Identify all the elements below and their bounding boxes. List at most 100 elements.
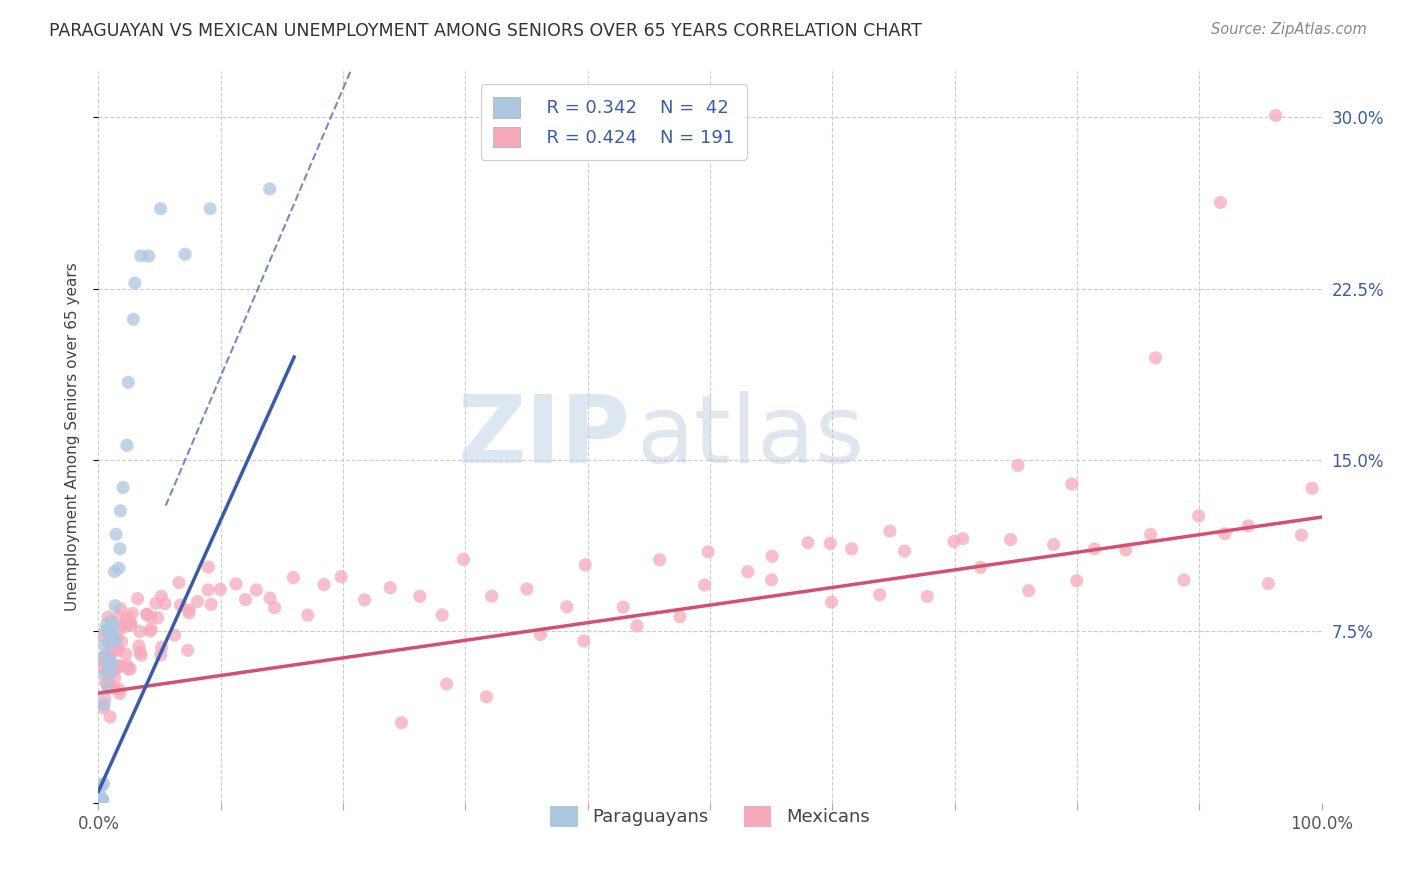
Point (150, 640, 173, 654)
Point (94, 692, 117, 706)
Point (94, 648, 117, 662)
Point (117, 658, 139, 673)
Point (129, 249, 152, 263)
Point (97, 663, 120, 677)
Point (114, 620, 136, 634)
Point (97, 633, 120, 648)
Point (436, 677, 458, 691)
Point (105, 641, 128, 656)
Point (353, 592, 375, 607)
Point (330, 570, 353, 584)
Point (103, 631, 125, 645)
Point (197, 560, 219, 574)
Point (117, 662, 139, 676)
Point (97, 651, 120, 665)
Point (98, 649, 121, 664)
Point (197, 582, 219, 597)
Point (105, 527, 128, 541)
Point (93, 649, 115, 664)
Point (145, 596, 167, 610)
Point (879, 524, 901, 538)
Point (97, 657, 120, 672)
Point (1007, 458, 1029, 473)
Point (110, 504, 132, 518)
Point (737, 565, 759, 579)
Point (1301, 481, 1323, 495)
Point (98, 632, 121, 646)
Point (177, 643, 200, 657)
Point (952, 532, 974, 546)
Point (1000, 533, 1022, 547)
Point (612, 600, 634, 615)
Point (146, 611, 169, 625)
Point (1144, 351, 1167, 365)
Point (797, 535, 820, 549)
Point (89, 788, 111, 802)
Point (103, 664, 125, 678)
Point (117, 610, 139, 624)
Point (108, 658, 131, 673)
Point (112, 480, 135, 494)
Point (1115, 543, 1137, 558)
Point (101, 643, 124, 657)
Point (120, 618, 142, 632)
Point (1060, 477, 1083, 491)
Point (1139, 527, 1161, 541)
Point (169, 598, 191, 612)
Point (283, 570, 305, 584)
Point (225, 577, 247, 591)
Point (108, 561, 131, 575)
Point (93, 701, 115, 715)
Point (163, 628, 186, 642)
Point (97, 678, 120, 692)
Point (115, 438, 138, 452)
Point (108, 686, 131, 700)
Point (1213, 526, 1236, 541)
Point (122, 312, 145, 326)
Point (91, 651, 114, 665)
Point (693, 578, 716, 592)
Point (94, 675, 117, 690)
Point (98, 680, 121, 694)
Point (555, 599, 578, 614)
Text: atlas: atlas (637, 391, 865, 483)
Point (128, 639, 150, 653)
Point (104, 671, 127, 685)
Point (263, 600, 285, 615)
Point (107, 609, 129, 624)
Point (127, 591, 149, 606)
Point (115, 647, 138, 661)
Point (1291, 528, 1313, 542)
Point (136, 607, 159, 622)
Point (96, 617, 118, 632)
Point (97, 681, 120, 696)
Point (129, 645, 152, 659)
Point (245, 582, 267, 597)
Legend: Paraguayans, Mexicans: Paraguayans, Mexicans (540, 795, 880, 838)
Point (820, 536, 842, 550)
Point (98, 678, 121, 692)
Point (841, 541, 863, 556)
Point (108, 659, 131, 673)
Point (1066, 574, 1088, 588)
Point (697, 545, 720, 559)
Point (100, 633, 122, 648)
Point (97, 610, 120, 624)
Point (149, 648, 172, 662)
Point (104, 599, 127, 613)
Point (117, 616, 139, 631)
Point (90, 659, 112, 673)
Point (103, 681, 125, 696)
Point (969, 560, 991, 574)
Point (93, 654, 115, 668)
Point (481, 589, 503, 603)
Point (118, 615, 141, 630)
Point (529, 627, 551, 641)
Point (475, 690, 498, 704)
Point (150, 589, 173, 603)
Point (138, 249, 160, 263)
Point (1042, 537, 1064, 551)
Point (1187, 508, 1209, 523)
Point (100, 615, 122, 629)
Point (108, 682, 131, 697)
